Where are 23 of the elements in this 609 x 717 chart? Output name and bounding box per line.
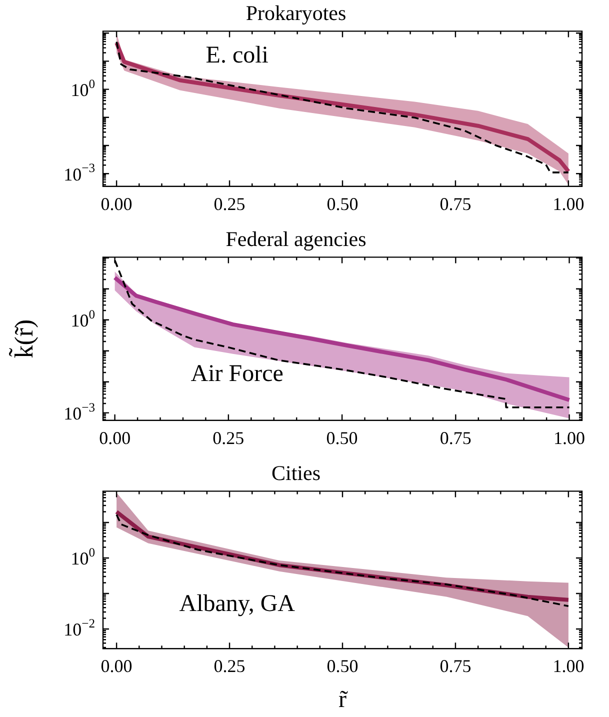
x-tick-label: 1.00 xyxy=(554,428,586,448)
x-tick-label: 0.75 xyxy=(440,428,472,448)
x-tick-label: 1.00 xyxy=(552,194,584,214)
annotation: E. coli xyxy=(206,42,269,68)
x-tick-label: 0.25 xyxy=(214,194,246,214)
x-axis-title: r̃ xyxy=(338,686,348,713)
x-tick-label: 0.00 xyxy=(100,656,132,676)
x-tick-label: 0.25 xyxy=(214,656,246,676)
chart-title: Cities xyxy=(271,461,321,486)
x-tick-label: 0.50 xyxy=(326,428,358,448)
annotation: Air Force xyxy=(190,361,284,387)
x-tick-label: 0.25 xyxy=(212,428,244,448)
x-tick-label: 0.75 xyxy=(440,656,472,676)
chart-title: Prokaryotes xyxy=(246,1,346,26)
x-tick-label: 0.50 xyxy=(326,194,358,214)
chart-title: Federal agencies xyxy=(226,227,366,252)
x-tick-label: 1.00 xyxy=(552,656,584,676)
annotation: Albany, GA xyxy=(179,590,296,617)
x-tick-label: 0.75 xyxy=(440,194,472,214)
x-tick-label: 0.00 xyxy=(99,428,131,448)
x-tick-label: 0.50 xyxy=(326,656,358,676)
y-axis-title: k̃(r̃) xyxy=(8,319,38,358)
x-tick-label: 0.00 xyxy=(100,194,132,214)
